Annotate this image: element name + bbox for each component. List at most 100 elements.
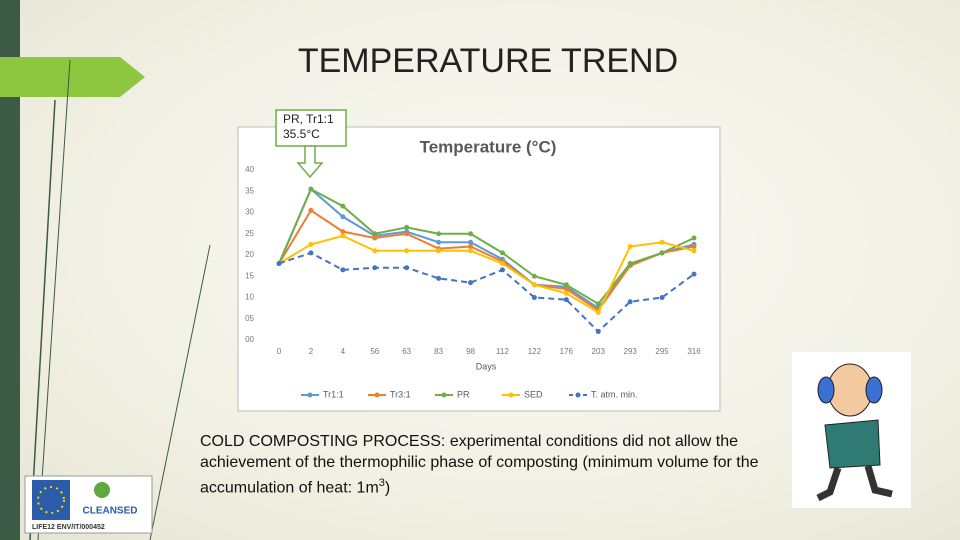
y-tick-label: 10 [245,293,254,302]
legend-marker [575,392,581,398]
legend-marker [441,392,447,398]
x-tick-label: 2 [309,347,314,356]
y-tick-label: 05 [245,314,254,323]
callout-line: PR, Tr1:1 [283,112,334,126]
data-point [659,239,665,245]
chart-frame [237,126,721,412]
data-point [563,290,569,296]
data-point [468,248,474,254]
body-text: COLD COMPOSTING PROCESS: experimental co… [200,431,780,498]
data-point [372,265,378,271]
data-point [372,235,378,241]
legend-label: Tr1:1 [323,389,344,399]
deco-line [149,244,211,540]
data-point [691,271,697,277]
data-point [595,329,601,334]
x-tick-label: 98 [466,347,475,356]
x-tick-label: 295 [655,347,669,356]
data-point [468,280,474,286]
side-strip [0,0,20,540]
data-point [691,248,697,254]
y-tick-label: 15 [245,271,254,280]
data-point [627,261,633,266]
chart-title: Temperature (°C) [420,137,557,156]
y-tick-label: 25 [245,229,254,238]
data-point [340,214,346,220]
x-tick-label: 293 [623,347,637,356]
legend-label: Tr3:1 [390,389,411,399]
x-axis-label: Days [476,361,497,371]
data-point [659,295,665,300]
data-point [436,275,442,281]
data-point [404,265,410,271]
body-text-part: COLD COMPOSTING PROCESS: experimental co… [200,433,759,497]
data-point [531,282,537,288]
data-point [691,244,697,249]
y-tick-label: 20 [245,250,254,259]
title-tab [0,57,145,97]
data-point [308,250,314,256]
data-point [499,267,505,273]
data-point [595,301,601,307]
data-point [372,248,378,254]
deco-line [37,59,71,540]
data-point [531,295,537,300]
data-point [308,241,314,247]
data-point [404,224,410,230]
x-tick-label: 56 [370,347,379,356]
deco-line [29,99,56,540]
data-point [499,261,505,266]
data-point [436,239,442,245]
y-tick-label: 30 [245,208,254,217]
x-tick-label: 63 [402,347,411,356]
data-point [340,267,346,273]
callout-arrow [296,145,324,179]
data-point [531,273,537,279]
data-point [468,244,474,249]
legend-marker [374,392,380,398]
data-point [627,244,633,249]
data-point [563,282,569,288]
data-point [308,186,314,192]
data-point [627,299,633,305]
data-point [436,248,442,254]
x-tick-label: 176 [560,347,574,356]
data-point [340,229,346,235]
series-line [278,251,695,333]
x-tick-label: 203 [592,347,606,356]
x-tick-label: 112 [496,347,509,356]
data-point [595,309,601,315]
data-point [563,286,569,292]
data-point [340,233,346,239]
series-line [278,187,695,306]
data-point [340,203,346,209]
x-tick-label: 316 [687,347,701,356]
data-point [659,250,665,256]
data-point [691,235,697,241]
slide-title: TEMPERATURE TREND [298,42,678,80]
data-point [404,248,410,254]
data-point [404,231,410,237]
series-line [278,234,695,314]
data-point [436,231,442,237]
x-tick-label: 83 [434,347,443,356]
data-point [308,207,314,213]
legend-marker [307,392,313,398]
y-tick-label: 00 [245,335,254,344]
legend-marker [508,392,514,398]
callout-box [275,109,347,147]
body-text-part: ) [384,479,391,497]
data-point [372,231,378,237]
data-point [276,261,282,266]
legend-label: SED [524,389,543,399]
legend-label: T. atm. min. [591,389,638,399]
x-tick-label: 4 [341,347,346,356]
superscript: 3 [378,477,385,489]
x-tick-label: 0 [277,347,282,356]
data-point [499,250,505,256]
callout-line: 35.5°C [283,127,320,141]
legend-label: PR [457,389,470,399]
